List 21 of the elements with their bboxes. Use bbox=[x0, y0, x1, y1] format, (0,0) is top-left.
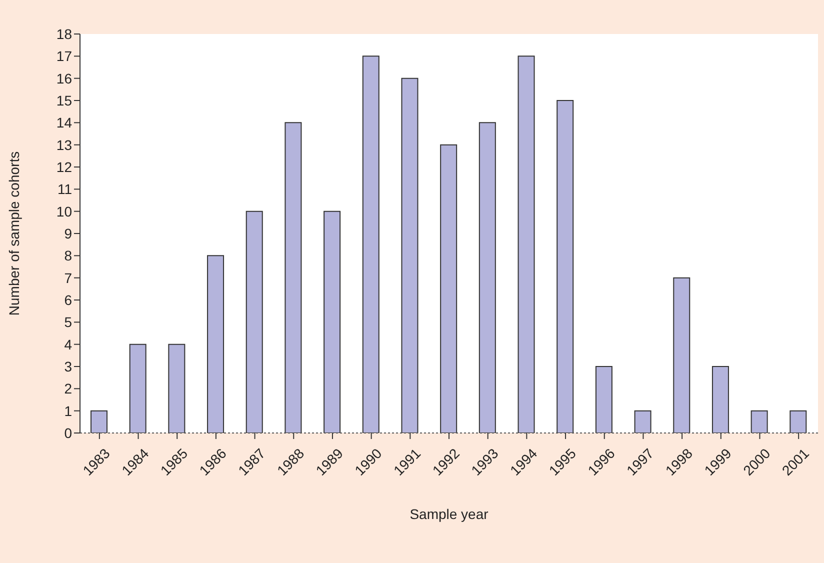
y-tick-label: 0 bbox=[64, 424, 72, 441]
y-tick-label: 3 bbox=[64, 358, 72, 374]
y-tick-label: 6 bbox=[64, 292, 72, 308]
y-tick-label: 10 bbox=[56, 203, 72, 220]
y-tick-label: 14 bbox=[56, 114, 72, 131]
y-tick-label: 1 bbox=[64, 402, 72, 419]
y-tick-label: 15 bbox=[56, 92, 72, 108]
y-tick-label: 16 bbox=[56, 70, 72, 86]
y-tick-label: 12 bbox=[56, 158, 72, 175]
y-tick-label: 4 bbox=[64, 336, 72, 352]
y-tick-label: 7 bbox=[64, 270, 72, 286]
y-tick-label: 18 bbox=[56, 26, 72, 42]
y-tick-label: 2 bbox=[64, 380, 72, 397]
y-tick-label: 8 bbox=[64, 248, 72, 264]
y-tick-label: 11 bbox=[57, 181, 72, 198]
y-axis-title: Number of sample cohorts bbox=[6, 151, 22, 316]
y-tick-label: 9 bbox=[64, 225, 72, 242]
x-axis-title: Sample year bbox=[410, 506, 489, 522]
y-tick-label: 17 bbox=[56, 48, 72, 64]
y-tick-label: 5 bbox=[64, 314, 72, 330]
y-tick-label: 13 bbox=[56, 136, 72, 153]
